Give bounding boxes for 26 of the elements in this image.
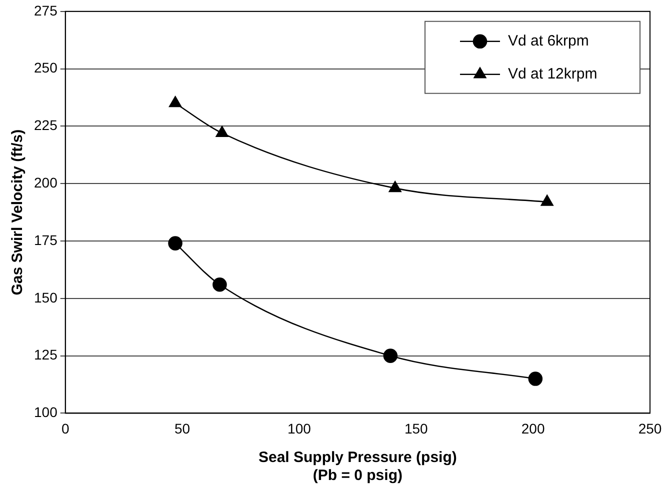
point [168,236,182,250]
point [216,126,228,137]
point [388,181,402,192]
point [212,277,227,292]
x-axis-title: Seal Supply Pressure (psig) (Pb = 0 psig) [258,449,457,484]
x-tick-label: 200 [521,420,545,436]
y-tick-label: 250 [34,60,58,76]
y-tick-label: 125 [34,346,58,363]
y-tick-label: 200 [34,174,58,190]
y-tick-label: 150 [34,289,58,306]
y-tick-label: 100 [34,404,58,420]
y-tick-label: 275 [34,2,58,18]
point [540,194,554,206]
y-tick-label: 175 [34,232,58,248]
x-tick-label: 150 [404,420,428,436]
point [528,372,543,386]
legend-label: Vd at 12krpm [508,66,598,83]
y-axis-title: Gas Swirl Velocity (ft/s) [9,129,26,296]
point [168,96,182,108]
point [383,348,398,363]
legend-label: Vd at 6krpm [508,32,589,50]
x-tick-label: 50 [174,420,190,436]
y-tick-label: 225 [34,117,58,134]
x-tick-label: 250 [638,420,662,436]
x-tick-label: 100 [288,420,312,436]
x-tick-label: 0 [61,420,70,436]
